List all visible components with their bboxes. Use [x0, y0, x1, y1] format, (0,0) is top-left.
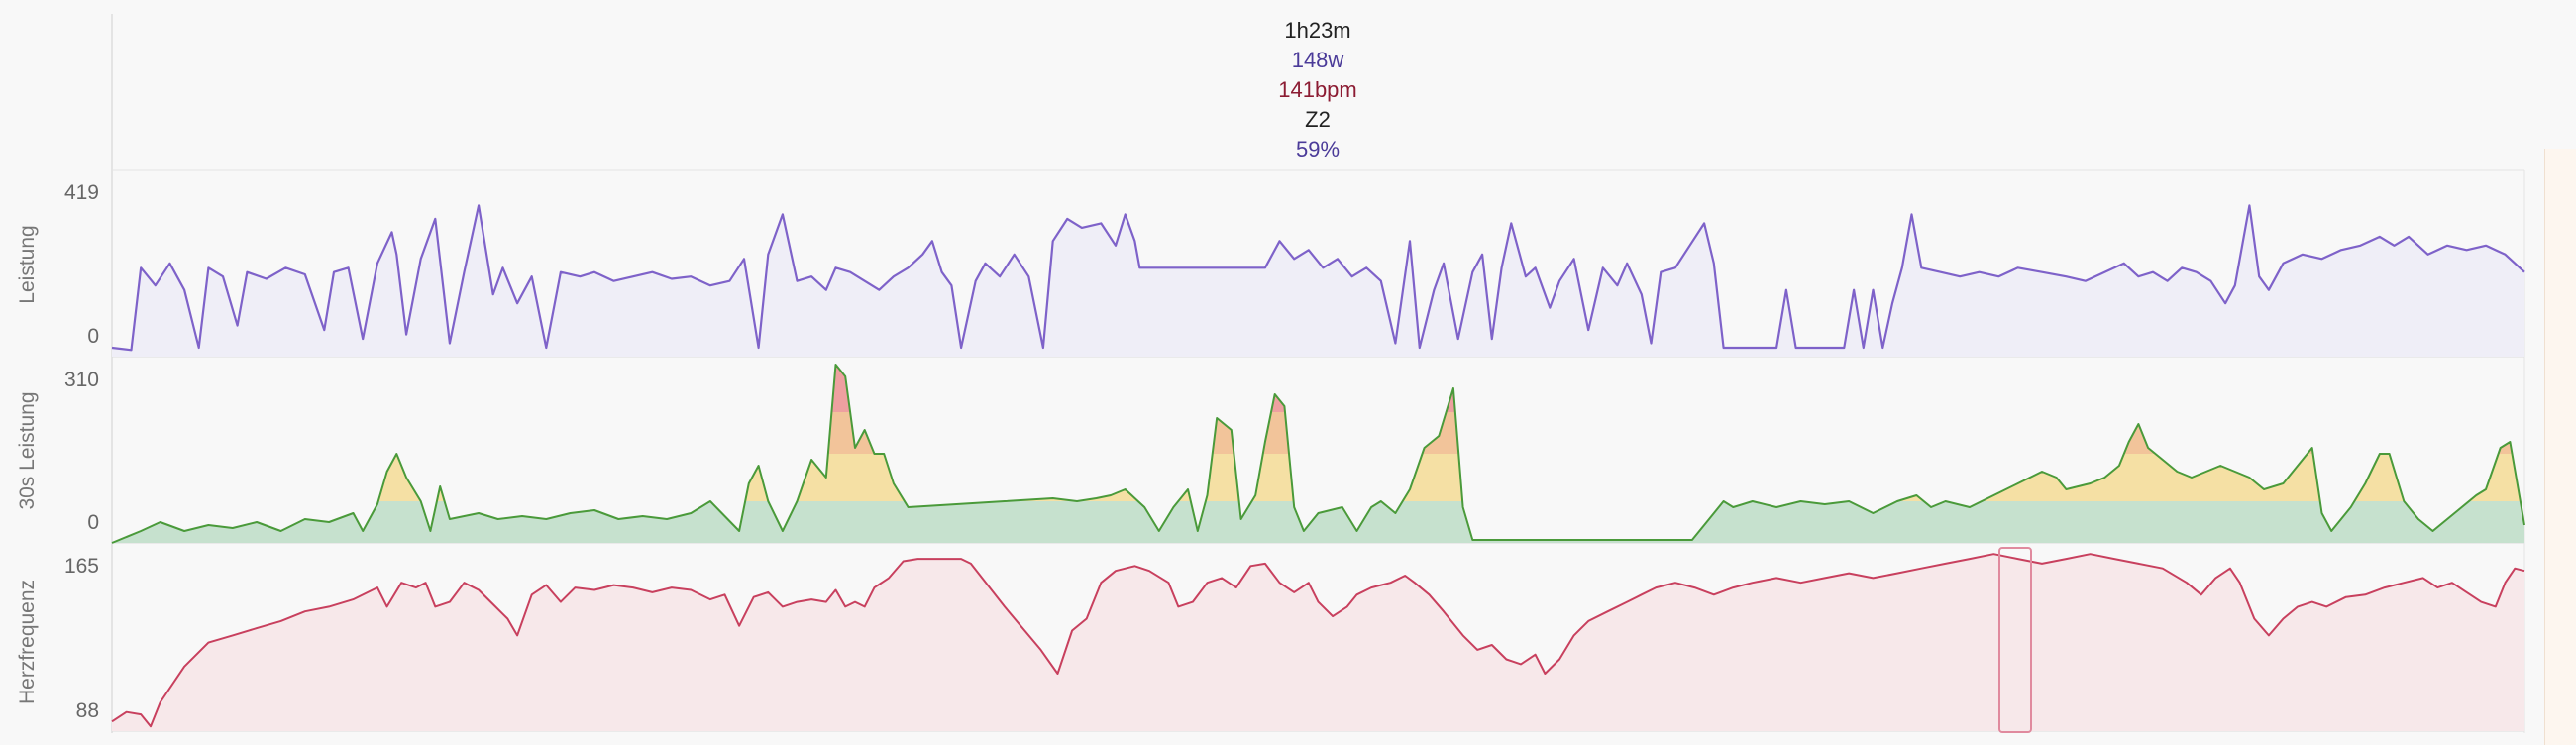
hr-tick-min: 88	[75, 699, 99, 722]
power30-line	[111, 364, 2525, 544]
zone-band-orange	[112, 412, 2524, 454]
zone-band-green	[112, 501, 2524, 543]
zone-band-red	[112, 365, 2524, 412]
hr-tick-max: 165	[63, 555, 99, 578]
power-area	[112, 205, 2524, 357]
power-tick-min: 0	[87, 325, 99, 348]
power-tick-max: 419	[63, 181, 99, 204]
power30-tick-min: 0	[87, 511, 99, 534]
hover-cursor	[1998, 547, 2032, 733]
hr-area	[112, 554, 2524, 731]
power30-tick-max: 310	[63, 369, 99, 391]
hr-line	[111, 553, 2525, 728]
side-panel-edge	[2544, 149, 2576, 745]
power-line	[111, 204, 2525, 352]
